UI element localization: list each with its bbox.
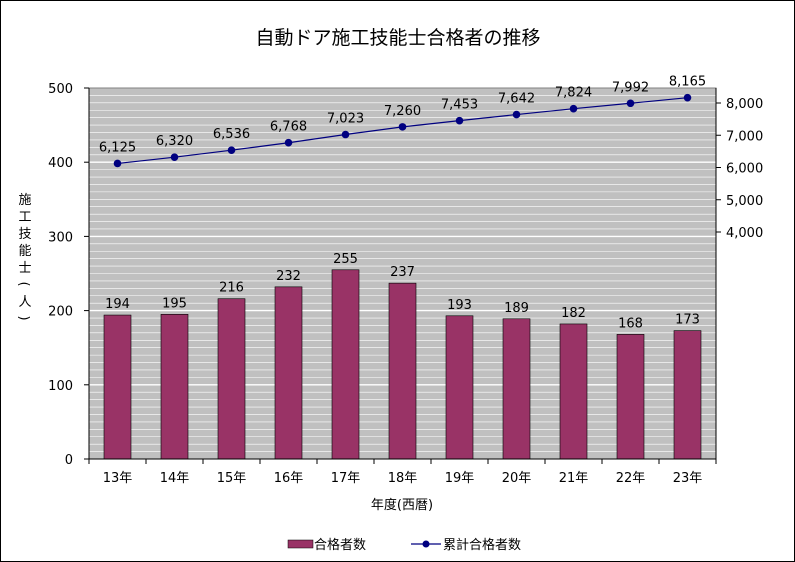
x-tick-label: 23年 bbox=[673, 471, 703, 486]
x-tick-label: 21年 bbox=[559, 471, 589, 486]
line-point-13年 bbox=[113, 159, 122, 168]
line-point-21年 bbox=[569, 104, 578, 113]
bar-label: 194 bbox=[105, 297, 130, 312]
bar-data-labels: 194 195 216 232 255 237 193 189 182 168 173 bbox=[105, 252, 700, 332]
line-series bbox=[113, 93, 692, 168]
bar-label: 168 bbox=[618, 316, 643, 331]
bar-label: 237 bbox=[390, 265, 415, 280]
y-right-tick-label: 8,000 bbox=[726, 97, 763, 112]
bar-21年 bbox=[559, 323, 588, 460]
line-point-16年 bbox=[284, 138, 293, 147]
y-left-tick-label: 200 bbox=[48, 305, 73, 320]
y-left-tick-label: 100 bbox=[48, 379, 73, 394]
bar-label: 255 bbox=[333, 252, 358, 267]
y-axis-title-char: ( bbox=[16, 281, 31, 286]
y-axis-title-char: 施 bbox=[18, 193, 31, 208]
line-point-22年 bbox=[626, 99, 635, 108]
bar-label: 173 bbox=[675, 313, 700, 328]
legend-bar-swatch bbox=[287, 539, 314, 549]
y-right-tick-label: 5,000 bbox=[726, 194, 763, 209]
bar-15年 bbox=[217, 298, 246, 460]
x-tick-label: 15年 bbox=[217, 471, 247, 486]
bar-17年 bbox=[331, 269, 360, 460]
line-point-19年 bbox=[455, 116, 464, 125]
y-left-tick-label: 400 bbox=[48, 156, 73, 171]
y-left-tick-label: 500 bbox=[48, 82, 73, 97]
line-label: 7,824 bbox=[555, 86, 592, 101]
line-point-23年 bbox=[683, 93, 692, 102]
x-tick-label: 18年 bbox=[388, 471, 418, 486]
y-right-tick-label: 7,000 bbox=[726, 129, 763, 144]
bar-14年 bbox=[160, 314, 189, 460]
x-tick-label: 14年 bbox=[160, 471, 190, 486]
x-tick-label: 17年 bbox=[331, 471, 361, 486]
bar-22年 bbox=[616, 334, 645, 460]
line-point-17年 bbox=[341, 130, 350, 139]
x-tick-label: 19年 bbox=[445, 471, 475, 486]
x-axis-title: 年度(西暦) bbox=[371, 497, 433, 513]
bar-label: 193 bbox=[447, 298, 472, 313]
chart-title: 自動ドア施工技能士合格者の推移 bbox=[255, 27, 540, 49]
legend-bar-label: 合格者数 bbox=[314, 537, 366, 553]
y-axis-title-char: 能 bbox=[18, 244, 31, 259]
x-tick-label: 13年 bbox=[103, 471, 133, 486]
y-right-tick-label: 6,000 bbox=[726, 162, 763, 177]
y-axis-title: 施工技能士 ( 人) bbox=[16, 193, 32, 321]
line-data-labels: 6,125 6,320 6,536 6,768 7,023 7,260 7,453 7,642… bbox=[99, 75, 706, 156]
bar-23年 bbox=[673, 330, 702, 460]
x-tick-label: 22年 bbox=[616, 471, 646, 486]
y-left-tick-label: 300 bbox=[48, 230, 73, 245]
x-tick-label: 16年 bbox=[274, 471, 304, 486]
bar-13年 bbox=[103, 314, 132, 460]
bar-19年 bbox=[445, 315, 474, 460]
y-right-tick-label: 4,000 bbox=[726, 226, 763, 241]
bar-16年 bbox=[274, 286, 303, 460]
line-label: 7,642 bbox=[498, 92, 535, 107]
legend-line-marker bbox=[422, 540, 430, 548]
line-label: 6,125 bbox=[99, 140, 136, 155]
bar-label: 216 bbox=[219, 281, 244, 296]
line-label: 7,023 bbox=[327, 112, 364, 127]
y-axis-title-char: 人 bbox=[18, 295, 31, 310]
line-label: 6,536 bbox=[213, 127, 250, 142]
bar-label: 232 bbox=[276, 269, 301, 284]
line-label: 7,992 bbox=[612, 80, 649, 95]
y-axis-title-char: 工 bbox=[18, 210, 31, 225]
line-label: 8,165 bbox=[669, 75, 706, 90]
bar-label: 195 bbox=[162, 296, 187, 311]
bar-18年 bbox=[388, 282, 417, 460]
line-label: 6,768 bbox=[270, 120, 307, 135]
legend: 合格者数 累計合格者数 bbox=[287, 537, 521, 553]
line-label: 7,260 bbox=[384, 104, 421, 119]
legend-line-label: 累計合格者数 bbox=[443, 537, 521, 553]
line-label: 7,453 bbox=[441, 98, 478, 113]
line-point-14年 bbox=[170, 153, 179, 161]
line-point-18年 bbox=[398, 123, 407, 131]
y-left-tick-label: 0 bbox=[65, 453, 73, 468]
axes: 0 100 200 300 400 500 4,000 5,000 6,000 7,000 8,00… bbox=[48, 82, 763, 486]
y-axis-title-char: ) bbox=[16, 315, 31, 320]
line-label: 6,320 bbox=[156, 134, 193, 149]
y-axis-title-char: 技 bbox=[18, 227, 31, 242]
bar-20年 bbox=[502, 318, 531, 460]
y-axis-title-char: 士 bbox=[18, 261, 31, 276]
bar-series bbox=[103, 269, 702, 460]
line-point-15年 bbox=[227, 146, 236, 155]
bar-label: 182 bbox=[561, 306, 586, 321]
line-point-20年 bbox=[512, 110, 521, 119]
x-tick-label: 20年 bbox=[502, 471, 532, 486]
bar-label: 189 bbox=[504, 301, 529, 316]
